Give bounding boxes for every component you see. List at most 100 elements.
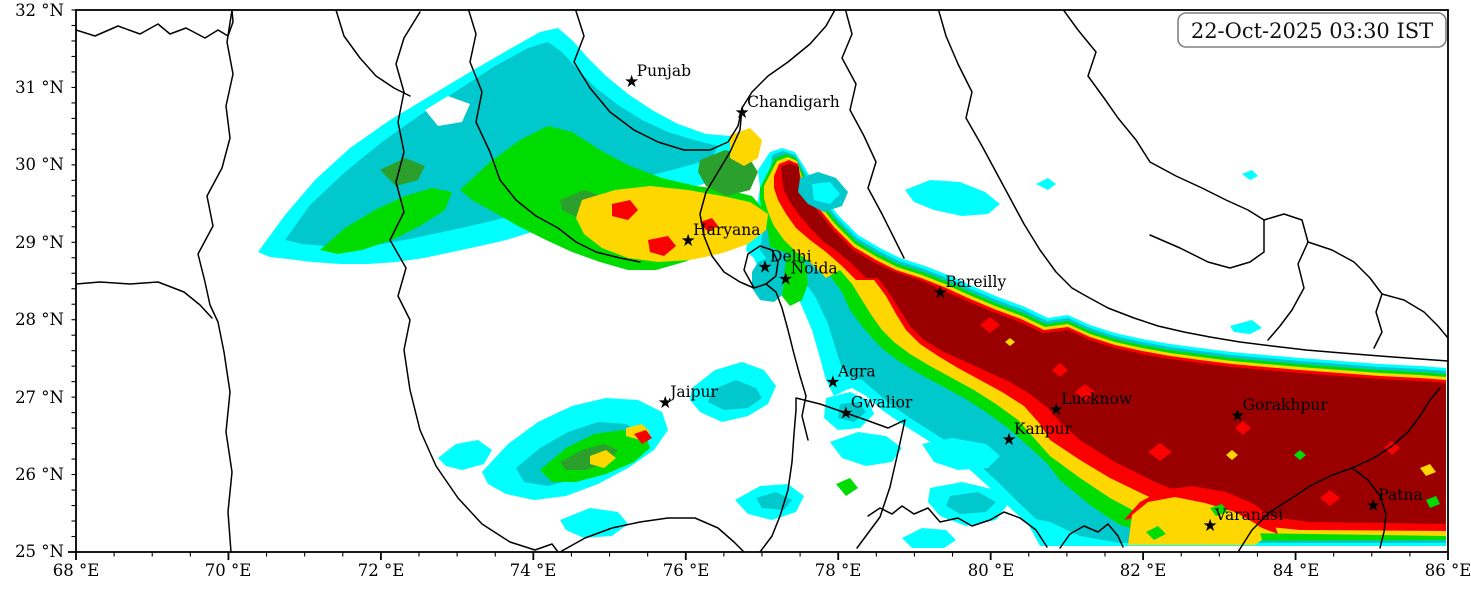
y-tick-label: 32 °N — [15, 1, 64, 20]
contour-south-patch2 — [830, 432, 902, 466]
contour-varanasi-green2 — [1210, 504, 1228, 516]
contour-rajasthan-speck2 — [560, 508, 628, 538]
timestamp-text: 22-Oct-2025 03:30 IST — [1191, 19, 1433, 43]
x-tick-label: 78 °E — [815, 561, 862, 580]
city-label: Lucknow — [1061, 390, 1133, 408]
city-label: Haryana — [693, 221, 760, 239]
city-marker-star-icon: ★ — [838, 404, 853, 424]
y-tick-label: 29 °N — [15, 233, 64, 252]
contour-south-patch3 — [922, 438, 1000, 470]
axis-ticks — [68, 9, 1449, 560]
contour-main-level6 — [781, 163, 1446, 524]
state-border-line — [1307, 241, 1383, 349]
state-border-line — [467, 10, 641, 263]
contour-rajasthan-speck1 — [438, 440, 492, 470]
contour-mottle-red1 — [980, 317, 1000, 333]
city-label: Varanasi — [1214, 506, 1283, 524]
state-border-line — [389, 11, 559, 552]
x-tick-label: 86 °E — [1425, 561, 1471, 580]
contour-mountain-wisp3 — [1242, 170, 1258, 180]
contour-mottle-red5 — [1320, 490, 1340, 506]
state-border-line — [743, 245, 779, 289]
contour-rajasthan-yellow1 — [590, 450, 616, 468]
city-marker-star-icon: ★ — [735, 103, 750, 123]
city-marker-star-icon: ★ — [825, 373, 840, 393]
y-tick-label: 25 °N — [15, 542, 64, 561]
city-label: Jaipur — [668, 383, 718, 401]
state-border-line — [759, 397, 906, 552]
x-tick-label: 76 °E — [663, 561, 710, 580]
state-border-line — [573, 10, 836, 151]
city-label: Gorakhpur — [1243, 396, 1329, 414]
city-marker-star-icon: ★ — [658, 393, 673, 413]
contour-haryana-red2 — [648, 236, 676, 256]
contour-nw-band-hole — [425, 96, 470, 126]
contour-mottle-red2 — [1075, 384, 1095, 400]
contour-haryana-red3 — [700, 218, 718, 232]
state-border-line — [559, 517, 745, 552]
contour-apex-yellow-collar — [730, 128, 762, 166]
contour-varanasi-red-band — [1124, 486, 1278, 534]
contour-rajasthan-ne-teal — [708, 380, 762, 410]
city-label: Agra — [837, 363, 876, 381]
contour-haryana-red1 — [612, 200, 638, 220]
x-tick-label: 84 °E — [1273, 561, 1320, 580]
y-tick-label: 27 °N — [15, 388, 64, 407]
contour-mottle-yellow2 — [1005, 338, 1015, 346]
y-tick-label: 31 °N — [15, 78, 64, 97]
x-tick-label: 74 °E — [510, 561, 557, 580]
contour-rajasthan-red — [634, 430, 652, 444]
city-marker-star-icon: ★ — [778, 270, 793, 290]
state-border-line — [1062, 10, 1265, 221]
city-markers: ★Punjab★Chandigarh★Haryana★Delhi★Noida★J… — [624, 62, 1423, 536]
x-tick-label: 80 °E — [968, 561, 1015, 580]
contour-edge-yellow-speck — [1420, 464, 1436, 476]
contour-nw-band-green1 — [320, 188, 452, 254]
x-tick-label: 68 °E — [53, 561, 100, 580]
city-label: Bareilly — [945, 273, 1006, 291]
contour-mottle-green1 — [1294, 450, 1306, 460]
state-border-line — [1059, 523, 1124, 549]
state-border-line — [867, 505, 1048, 548]
city-marker-star-icon: ★ — [933, 283, 948, 303]
contour-nepal-edge-fleck — [1230, 320, 1262, 334]
y-tick-label: 26 °N — [15, 465, 64, 484]
timestamp-frame — [1177, 12, 1447, 48]
city-marker-star-icon: ★ — [1049, 400, 1064, 420]
city-marker-star-icon: ★ — [1001, 430, 1016, 450]
x-tick-label: 72 °E — [358, 561, 405, 580]
y-tick-label: 30 °N — [15, 155, 64, 174]
contour-mountain-wisp1 — [905, 180, 1000, 216]
contour-south-patch2-green — [836, 478, 858, 496]
timestamp-box: 22-Oct-2025 03:30 IST — [1177, 12, 1447, 48]
state-border-line — [841, 10, 905, 259]
x-tick-label: 70 °E — [205, 561, 252, 580]
state-border-line — [335, 10, 411, 97]
contour-nw-band-level2 — [285, 42, 718, 246]
contour-delhi-teal — [752, 256, 790, 302]
x-tick-label: 82 °E — [1120, 561, 1167, 580]
city-marker-star-icon: ★ — [680, 231, 695, 251]
city-label: Patna — [1378, 486, 1422, 504]
contour-nw-band-dgreen — [380, 158, 425, 186]
city-marker-star-icon: ★ — [1366, 496, 1381, 516]
contour-varanasi-green1 — [1146, 526, 1166, 540]
city-label: Kanpur — [1014, 420, 1073, 438]
city-marker-star-icon: ★ — [757, 257, 772, 277]
contour-field — [258, 28, 1446, 548]
city-label: Delhi — [770, 247, 812, 265]
contour-mottle-yellow1 — [1226, 450, 1238, 460]
contour-edge-green-speck — [1426, 496, 1440, 508]
city-marker-star-icon: ★ — [1230, 406, 1245, 426]
state-border-line — [937, 10, 1448, 362]
contour-mottle-red4 — [1235, 421, 1251, 435]
admin-borders — [76, 10, 1448, 552]
state-border-line — [197, 10, 234, 552]
state-border-line — [699, 107, 809, 441]
state-border-line — [76, 281, 213, 319]
x-axis-labels: 68 °E 70 °E 72 °E 74 °E 76 °E 78 °E 80 °… — [53, 561, 1471, 580]
state-border-line — [76, 10, 234, 39]
contour-south-patch4-teal — [946, 492, 996, 514]
city-marker-star-icon: ★ — [624, 72, 639, 92]
